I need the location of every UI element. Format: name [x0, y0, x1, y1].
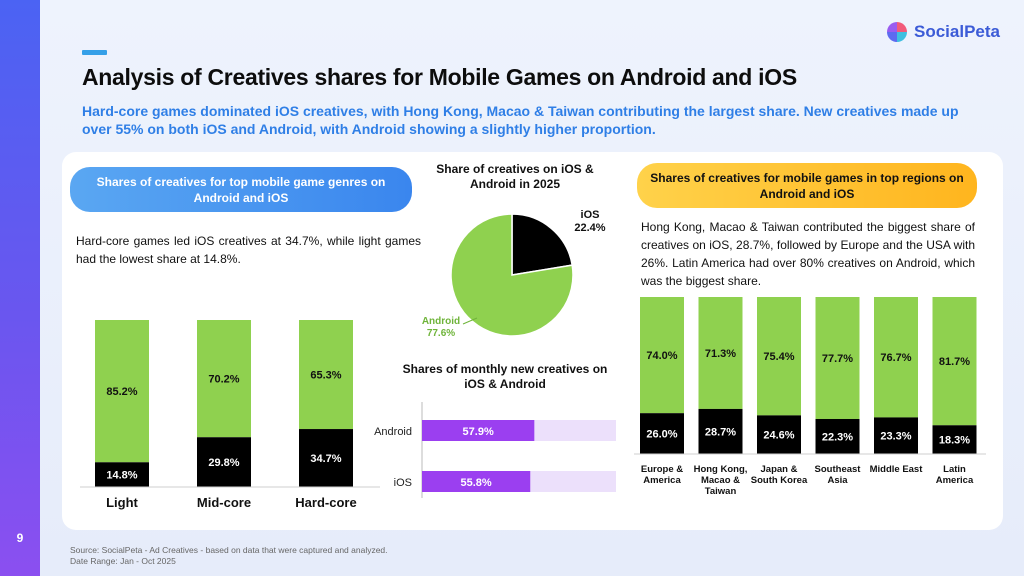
regions-stacked-bar-chart: 74.0% 26.0% Europe & America 71.3% 28.7% Hong … [634, 297, 986, 497]
pie-slice-android [450, 213, 574, 337]
genre-android-bar [95, 320, 149, 463]
pie-android-leader [462, 317, 478, 325]
region-category-label: Hong Kong, Macao & Taiwan [694, 464, 748, 497]
page-title: Analysis of Creatives shares for Mobile … [82, 64, 797, 90]
region-category-label: Latin America [936, 464, 974, 486]
genre-android-label: 70.2% [208, 374, 239, 386]
region-android-bar [757, 297, 801, 416]
genres-section-pill: Shares of creatives for top mobile game … [70, 167, 412, 212]
region-android-bar [815, 297, 860, 419]
date-range-line: Date Range: Jan - Oct 2025 [70, 556, 176, 566]
new-bar-value: 57.9% [463, 426, 494, 438]
region-ios-label: 18.3% [939, 435, 970, 447]
genre-ios-label: 14.8% [106, 470, 137, 482]
region-ios-label: 24.6% [763, 430, 794, 442]
genre-android-bar [299, 320, 353, 430]
pie-ios-value: 22.4% [574, 222, 605, 234]
source-note: Source: SocialPeta - Ad Creatives - base… [70, 545, 388, 567]
region-android-label: 75.4% [763, 351, 794, 363]
region-ios-label: 22.3% [822, 431, 853, 443]
pie-slice-ios [511, 213, 574, 276]
genre-ios-bar [95, 462, 149, 487]
genre-category-label: Hard-core [295, 495, 356, 510]
region-category-label: Europe & America [641, 464, 683, 486]
brand-logo: SocialPeta [886, 21, 1000, 43]
genre-android-label: 65.3% [310, 370, 341, 382]
new-bar-category: Android [374, 426, 412, 438]
genre-ios-label: 29.8% [208, 457, 239, 469]
genre-ios-bar [299, 429, 353, 487]
pie-section-title: Share of creatives on iOS & Android in 2… [436, 162, 594, 191]
page-number: 9 [16, 531, 24, 545]
new-bar-android [422, 420, 535, 441]
genre-category-label: Light [106, 495, 138, 510]
region-ios-label: 28.7% [705, 426, 736, 438]
region-ios-bar [757, 415, 801, 454]
region-ios-bar [698, 408, 743, 454]
region-ios-bar [815, 418, 860, 454]
new-bar-ios [422, 471, 531, 492]
title-accent-dash [82, 50, 107, 55]
region-ios-bar [932, 425, 977, 454]
regions-section-pill: Shares of creatives for mobile games in … [637, 163, 977, 208]
region-android-label: 74.0% [646, 350, 677, 362]
region-android-bar [698, 297, 743, 409]
region-android-label: 77.7% [822, 353, 853, 365]
regions-description: Hong Kong, Macao & Taiwan contributed th… [641, 220, 975, 288]
socialpeta-logo-icon [887, 22, 907, 42]
region-category-label: Southeast Asia [815, 464, 862, 486]
new-creatives-section-title: Shares of monthly new creatives on iOS &… [402, 362, 608, 391]
left-accent-strip [0, 0, 40, 576]
region-android-label: 81.7% [939, 356, 970, 368]
region-android-bar [874, 297, 918, 418]
region-android-label: 71.3% [705, 348, 736, 360]
new-bar-category: iOS [394, 477, 412, 489]
genre-ios-label: 34.7% [310, 453, 341, 465]
source-line: Source: SocialPeta - Ad Creatives - base… [70, 545, 388, 555]
pie-android-name: Android [422, 316, 460, 327]
region-ios-label: 26.0% [646, 429, 677, 441]
genres-stacked-bar-chart: 85.2% 14.8% Light 70.2% 29.8% Mid-core 65.3% 34… [80, 320, 380, 510]
region-category-label: Middle East [870, 464, 924, 475]
new-bar-value: 55.8% [461, 477, 492, 489]
region-ios-bar [640, 413, 684, 454]
brand-name: SocialPeta [914, 22, 1000, 41]
region-ios-label: 23.3% [880, 431, 911, 443]
region-ios-bar [874, 417, 918, 454]
genre-android-label: 85.2% [106, 386, 137, 398]
pie-android-value: 77.6% [427, 328, 455, 339]
genres-description: Hard-core games led iOS creatives at 34.… [76, 234, 421, 266]
genre-category-label: Mid-core [197, 495, 251, 510]
pie-ios-name: iOS [581, 209, 600, 221]
new-creatives-bar-chart: 57.9% Android 55.8% iOS [374, 402, 616, 498]
genre-ios-bar [197, 437, 251, 487]
genre-android-bar [197, 320, 251, 438]
region-category-label: Japan & South Korea [751, 464, 808, 486]
region-android-bar [932, 297, 977, 426]
region-android-label: 76.7% [880, 352, 911, 364]
region-android-bar [640, 297, 684, 414]
page-subtitle: Hard-core games dominated iOS creatives,… [82, 103, 959, 137]
